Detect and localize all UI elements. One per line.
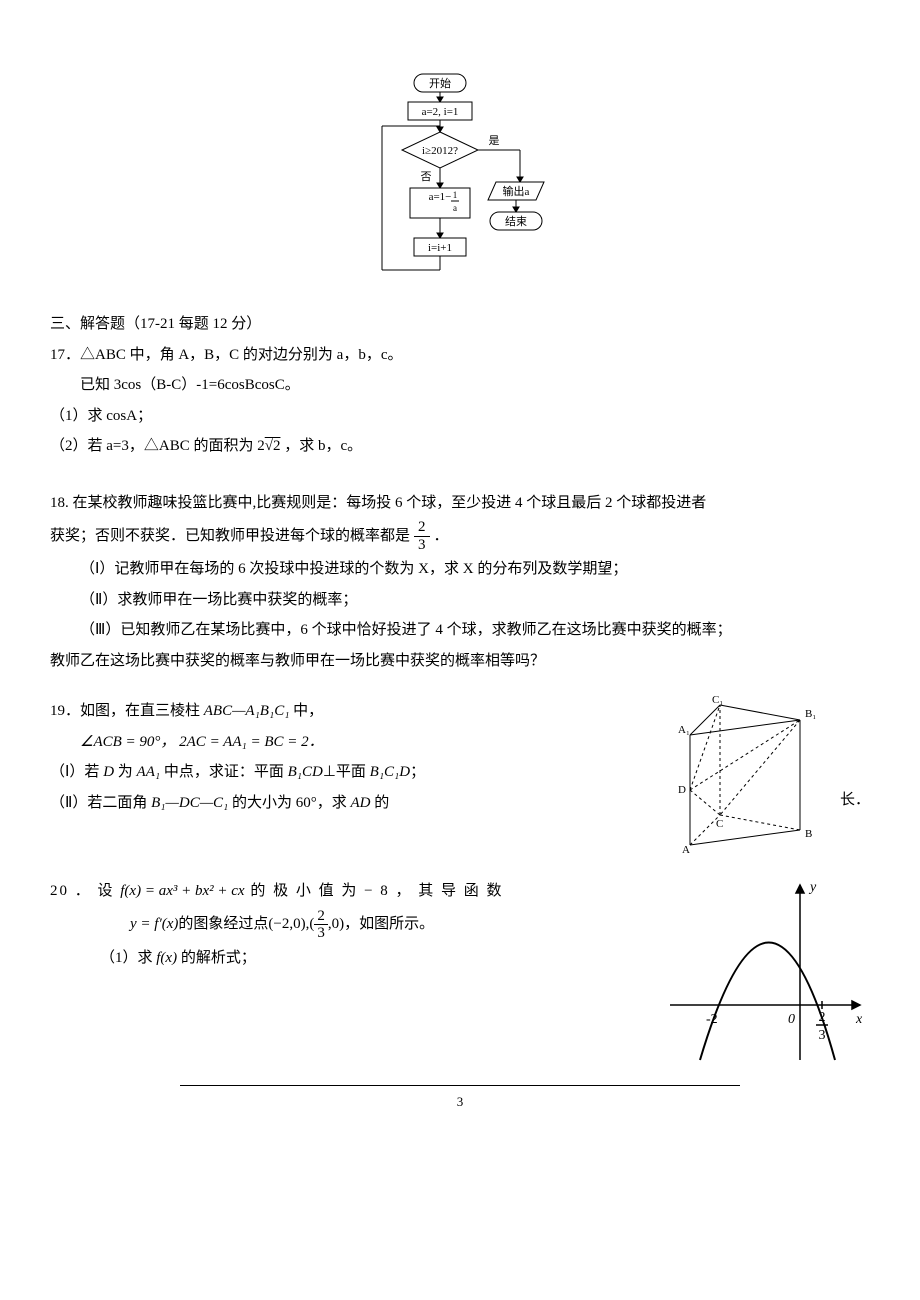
svg-text:2: 2 [819,1010,826,1025]
q20-l1: 20 ． 设 f(x) = ax³ + bx² + cx 的 极 小 值 为 −… [50,877,650,906]
q20-pt2-frac: 2 3 [314,908,328,942]
svg-text:y: y [808,880,817,895]
svg-text:C: C [716,818,723,830]
q18-p3: （Ⅲ）已知教师乙在某场比赛中，6 个球中恰好投进了 4 个球，求教师乙在这场比赛… [50,616,870,645]
q17-part1: （1）求 cosA； [50,402,870,431]
svg-text:A₁: A₁ [678,724,690,736]
q17-sqrt: 2√2 [257,438,280,454]
q18-l2-pre: 获奖；否则不获奖．已知教师甲投进每个球的概率都是 [50,522,410,551]
q18-frac: 2 3 [414,519,430,553]
q17-p2-pre: （2）若 a=3，△ABC 的面积为 [50,438,253,454]
footer-rule [180,1085,740,1086]
prism-diagram: A B C A₁ B₁ C₁ D [660,695,830,855]
q19-l2: ∠ACB = 90°， 2AC = AA₁ = BC = 2． [50,728,650,757]
page-number: 3 [50,1090,870,1115]
flowchart-container: 开始 a=2, i=1 i≥2012? 是 输出a 结束 [50,70,870,300]
flow-start: 开始 [429,76,451,90]
flow-init: a=2, i=1 [422,106,459,118]
q19-p2: （Ⅱ）若二面角 B₁—DC—C₁ 的大小为 60°，求 AD 的 [50,789,650,818]
svg-text:a: a [453,203,457,213]
q18-line1: 18. 在某校教师趣味投篮比赛中,比赛规则是：每场投 6 个球，至少投进 4 个… [50,489,870,518]
flow-cond: i≥2012? [422,145,458,157]
q19-l1: 19．如图，在直三棱柱 ABC—A₁B₁C₁ 中， [50,697,650,726]
q19-container: 19．如图，在直三棱柱 ABC—A₁B₁C₁ 中， ∠ACB = 90°， 2A… [50,695,870,855]
svg-text:0: 0 [788,1012,795,1027]
svg-text:B: B [805,828,812,840]
q18-p2: （Ⅱ）求教师甲在一场比赛中获奖的概率； [50,586,870,615]
svg-text:-2: -2 [706,1012,718,1027]
flow-no: 否 [421,171,432,183]
section3-title: 三、解答题（17-21 每题 12 分） [50,310,870,339]
q18-line2: 获奖；否则不获奖．已知教师甲投进每个球的概率都是 2 3 ． [50,519,870,553]
q18-frac-den: 3 [414,537,430,554]
derivative-graph: x y -2 0 2 3 [660,875,870,1065]
q20-l2: y = f′(x) 的图象经过点 (−2,0),( 2 3 ,0)，如图所示。 [50,908,650,942]
q18-p4: 教师乙在这场比赛中获奖的概率与教师甲在一场比赛中获奖的概率相等吗？ [50,647,870,676]
svg-text:1: 1 [453,190,458,200]
q17-p2-post: ，求 b，c。 [284,438,362,454]
flow-inc: i=i+1 [428,242,452,254]
q18-p1: （Ⅰ）记教师甲在每场的 6 次投球中投进球的个数为 X，求 X 的分布列及数学期… [50,555,870,584]
q18-l2-post: ． [434,522,449,551]
flow-end: 结束 [505,215,527,228]
flowchart-svg: 开始 a=2, i=1 i≥2012? 是 输出a 结束 [360,70,560,300]
flow-yes: 是 [489,134,500,147]
q17-stem1: 17．△ABC 中，角 A，B，C 的对边分别为 a，b，c。 [50,341,870,370]
q17-stem2: 已知 3cos（B-C）-1=6cosBcosC。 [50,371,870,400]
svg-text:C₁: C₁ [712,695,723,706]
q20-p1: （1）求 f(x) 的解析式； [50,944,650,973]
svg-text:a=1−: a=1− [429,191,452,203]
q17-part2: （2）若 a=3，△ABC 的面积为 2√2 ，求 b，c。 [50,432,870,461]
svg-text:x: x [855,1012,863,1027]
svg-text:3: 3 [819,1028,826,1043]
svg-text:D: D [678,784,686,796]
q18-frac-num: 2 [414,519,430,537]
svg-text:A: A [682,844,690,855]
q20-container: 20 ． 设 f(x) = ax³ + bx² + cx 的 极 小 值 为 −… [50,875,870,1065]
q19-p1: （Ⅰ）若 D 为 AA₁ 中点，求证：平面 B₁CD⊥平面 B₁C₁D； [50,758,650,787]
flow-output: 输出a [503,184,530,198]
q19-tail: 长． [840,736,870,815]
svg-text:B₁: B₁ [805,708,816,720]
